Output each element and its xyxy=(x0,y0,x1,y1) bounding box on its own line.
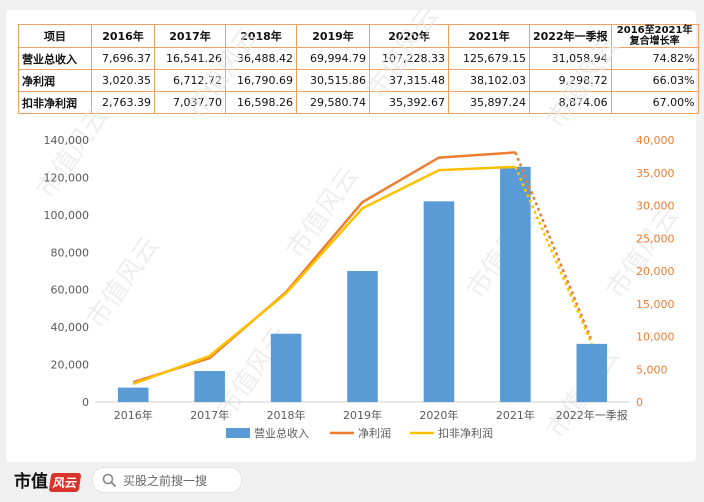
y-right-tick-label: 0 xyxy=(636,396,643,409)
brand-stamp: 风云 xyxy=(48,473,82,492)
line-adj-net-profit xyxy=(132,165,516,386)
y-left-tick-label: 120,000 xyxy=(44,171,90,184)
y-right-tick-label: 15,000 xyxy=(636,298,675,311)
table-cell: 2,763.39 xyxy=(91,91,155,114)
table-cell: 16,790.69 xyxy=(225,69,297,92)
table-cell: 7,037.70 xyxy=(154,91,226,114)
y-left-tick-label: 40,000 xyxy=(51,321,90,334)
y-right-tick-label: 10,000 xyxy=(636,331,675,344)
col-header: 2021年 xyxy=(448,24,530,48)
brand-text: 市值 xyxy=(14,472,48,492)
y-left-tick-label: 140,000 xyxy=(44,134,90,147)
table-cell: 29,580.74 xyxy=(296,91,370,114)
table-cell: 35,897.24 xyxy=(448,91,530,114)
table-cell: 16,541.26 xyxy=(154,47,226,70)
table-cell: 74.82% xyxy=(610,47,699,70)
bar-revenue xyxy=(194,371,225,402)
table-cell: 37,315.48 xyxy=(369,69,449,92)
legend-label: 营业总收入 xyxy=(254,426,309,440)
table-cell: 36,488.42 xyxy=(225,47,297,70)
y-left-tick-label: 60,000 xyxy=(51,284,90,297)
table-cell: 35,392.67 xyxy=(369,91,449,114)
watermark-text: 市值风云 xyxy=(541,32,625,134)
search-input[interactable]: 买股之前搜一搜 xyxy=(92,467,242,493)
table-cell: 69,994.79 xyxy=(296,47,370,70)
legend-label: 扣非净利润 xyxy=(438,426,493,440)
row-label: 净利润 xyxy=(18,69,92,92)
y-left-tick-label: 80,000 xyxy=(51,246,90,259)
y-left-tick-label: 20,000 xyxy=(51,359,90,372)
col-header: 2017年 xyxy=(154,24,226,48)
x-tick-label: 2017年 xyxy=(190,408,229,422)
table-cell: 8,874.06 xyxy=(529,91,612,114)
y-right-tick-label: 5,000 xyxy=(636,363,668,376)
table-row: 扣非净利润 2,763.39 7,037.70 16,598.26 29,580… xyxy=(18,91,699,114)
table-cell: 66.03% xyxy=(610,69,699,92)
y-right-tick-label: 40,000 xyxy=(636,134,675,147)
bar-revenue xyxy=(270,333,302,402)
table-cell: 107,228.33 xyxy=(369,47,449,70)
x-tick-label: 2018年 xyxy=(267,408,306,422)
watermark-text: 市值风云 xyxy=(81,232,165,334)
bar-revenue xyxy=(576,343,608,402)
y-right-tick-label: 20,000 xyxy=(636,265,675,278)
table-cell: 31,058.94 xyxy=(529,47,612,70)
combo-chart: 市值风云市值风云市值风云市值风云市值风云市值风云市值风云市值风云市值风云市值风云… xyxy=(31,2,686,445)
brand-logo: 市值 风云 xyxy=(14,467,82,492)
col-header: 2016年 xyxy=(91,24,155,48)
col-header: 项目 xyxy=(18,24,92,48)
y-left-tick-label: 100,000 xyxy=(44,209,90,222)
x-tick-label: 2022年一季报 xyxy=(556,408,628,422)
table-row: 净利润 3,020.35 6,712.72 16,790.69 30,515.8… xyxy=(18,69,699,92)
watermark-text: 市值风云 xyxy=(181,22,265,124)
y-right-tick-label: 35,000 xyxy=(636,167,675,180)
table-cell: 67.00% xyxy=(610,91,699,114)
bar-revenue xyxy=(347,271,378,402)
y-right-tick-label: 25,000 xyxy=(636,232,675,245)
bar-revenue xyxy=(117,387,149,402)
watermark-text: 市值风云 xyxy=(31,102,115,204)
line-net-profit-dashed xyxy=(514,151,593,342)
x-tick-label: 2016年 xyxy=(114,408,153,422)
legend-swatch-revenue xyxy=(226,428,250,438)
watermark-text: 市值风云 xyxy=(601,202,685,304)
bar-revenue xyxy=(423,201,455,402)
legend-label: 净利润 xyxy=(358,426,391,440)
line-adj-net-profit-dashed xyxy=(514,166,593,345)
y-left-tick-label: 0 xyxy=(82,396,89,409)
x-tick-label: 2020年 xyxy=(419,408,458,422)
col-header: 2019年 xyxy=(296,24,370,48)
line-net-profit xyxy=(132,151,516,384)
x-tick-label: 2019年 xyxy=(343,408,382,422)
bar-revenue xyxy=(500,166,531,402)
search-placeholder: 买股之前搜一搜 xyxy=(123,474,208,488)
y-right-tick-label: 30,000 xyxy=(636,200,675,213)
search-icon xyxy=(102,473,116,487)
table-header-row: 项目 2016年 2017年 2018年 2019年 2020年 2021年 2… xyxy=(18,24,699,48)
col-header-cagr: 2016至2021年复合增长率 xyxy=(610,24,699,48)
financial-table: 项目 2016年 2017年 2018年 2019年 2020年 2021年 2… xyxy=(18,24,699,114)
x-tick-label: 2021年 xyxy=(496,408,535,422)
row-label: 营业总收入 xyxy=(18,47,92,70)
col-header: 2020年 xyxy=(369,24,449,48)
watermark-text: 市值风云 xyxy=(361,2,445,104)
table-row: 营业总收入 7,696.37 16,541.26 36,488.42 69,99… xyxy=(18,47,699,70)
